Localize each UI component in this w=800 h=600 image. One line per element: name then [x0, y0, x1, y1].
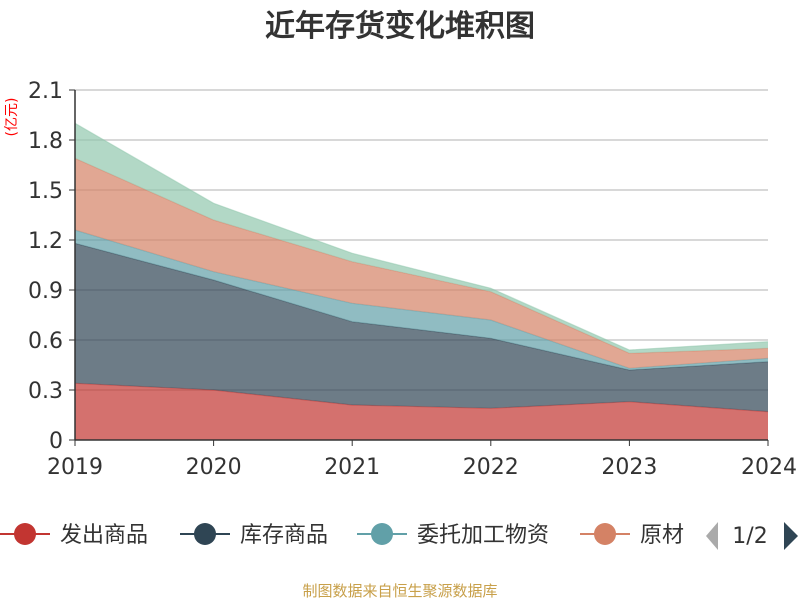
area-series-line-4	[74, 122, 769, 351]
chart-title: 近年存货变化堆积图	[265, 9, 535, 44]
legend-marker-icon	[594, 523, 616, 545]
legend-label: 原材	[640, 523, 684, 548]
legend-marker-icon	[371, 523, 393, 545]
area-series-0	[75, 383, 768, 440]
y-tick-label: 1.8	[28, 129, 63, 154]
legend-next-arrow-icon[interactable]	[784, 522, 798, 550]
legend-item[interactable]: 原材	[580, 523, 684, 548]
area-series-3	[75, 158, 768, 369]
legend-items: 发出商品 库存商品 委托加工物资 原材	[0, 523, 684, 548]
legend-prev-arrow-icon[interactable]	[706, 522, 718, 550]
y-tick-label: 0.9	[28, 279, 63, 304]
y-tick-label: 0	[49, 429, 63, 454]
legend-pager: 1/2	[706, 522, 798, 550]
x-tick-label: 2021	[324, 455, 380, 480]
y-tick-labels: 0 0.3 0.6 0.9 1.2 1.5 1.8 2.1	[28, 79, 63, 454]
area-series-1	[75, 243, 768, 412]
y-tick-label: 2.1	[28, 79, 63, 104]
legend-label: 库存商品	[240, 523, 328, 548]
legend-label: 委托加工物资	[417, 523, 549, 548]
y-tick-label: 1.5	[28, 179, 63, 204]
x-tick-label: 2019	[47, 455, 103, 480]
legend-marker-icon	[194, 523, 216, 545]
x-tick-label: 2024	[741, 455, 797, 480]
legend-item[interactable]: 库存商品	[180, 523, 328, 548]
area-series	[74, 122, 769, 440]
y-tick-label: 1.2	[28, 229, 63, 254]
x-tick-label: 2020	[186, 455, 242, 480]
legend-item[interactable]: 发出商品	[0, 523, 148, 548]
y-tick-label: 0.6	[28, 329, 63, 354]
x-tick-labels: 2019 2020 2021 2022 2023 2024	[47, 440, 797, 480]
y-tick-label: 0.3	[28, 379, 63, 404]
legend-page-indicator: 1/2	[732, 524, 767, 549]
axes	[74, 90, 768, 441]
x-tick-label: 2022	[463, 455, 519, 480]
x-tick-label: 2023	[601, 455, 657, 480]
legend-marker-icon	[14, 523, 36, 545]
legend-item[interactable]: 委托加工物资	[357, 523, 549, 548]
data-source-footer: 制图数据来自恒生聚源数据库	[302, 582, 497, 600]
legend: 发出商品 库存商品 委托加工物资 原材	[0, 523, 684, 548]
y-axis-unit-label: (亿元)	[4, 98, 20, 137]
legend-label: 发出商品	[60, 523, 148, 548]
